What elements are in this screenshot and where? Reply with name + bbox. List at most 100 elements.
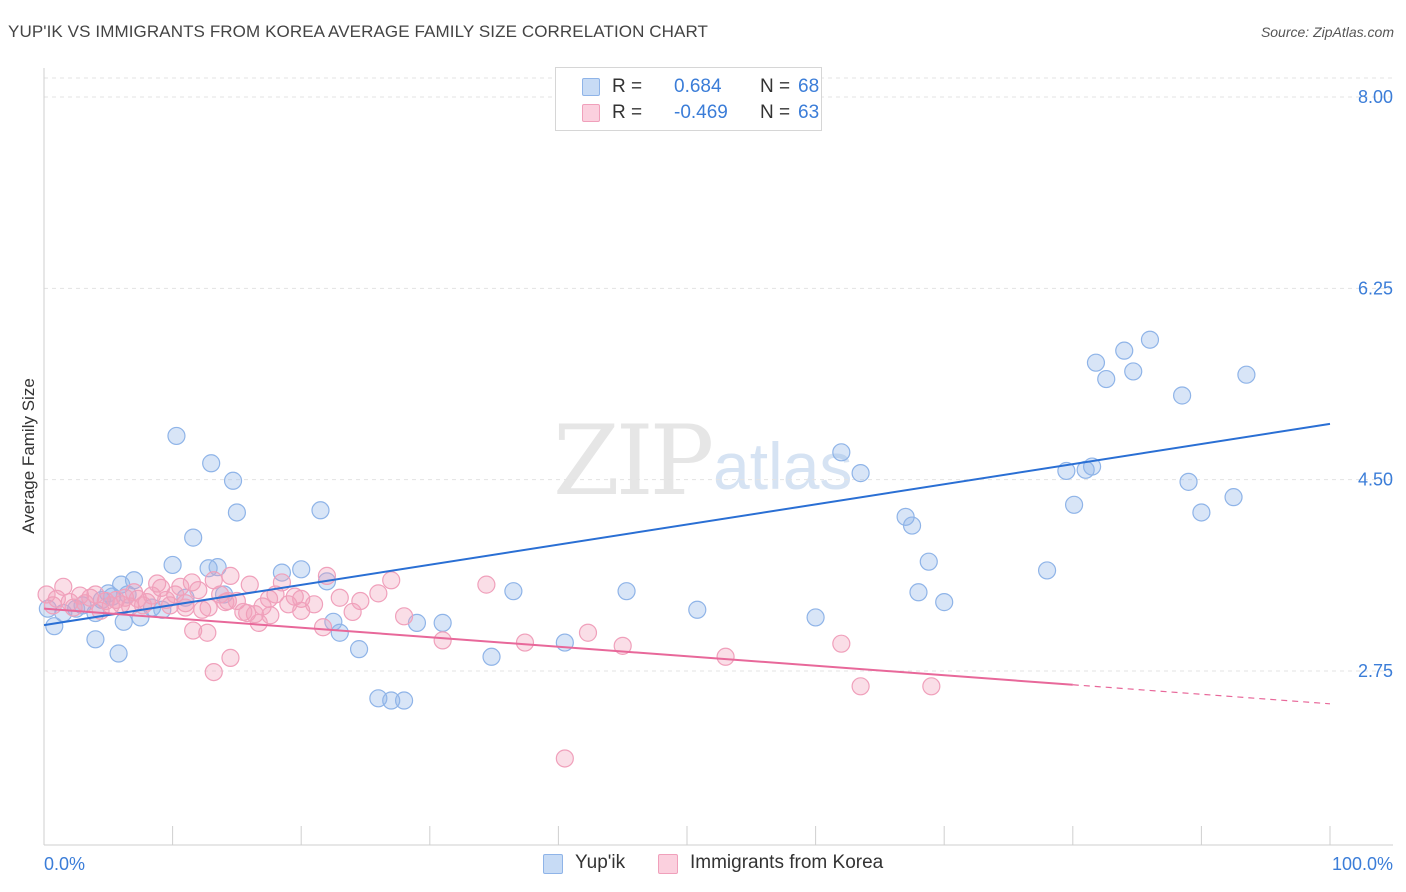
korea-point <box>292 601 311 620</box>
yupik-point <box>382 691 401 710</box>
korea-point <box>351 591 370 611</box>
yupik-point <box>1124 362 1143 381</box>
yupik-point <box>851 464 870 483</box>
y-tick-label: 4.50 <box>1358 470 1393 490</box>
korea-point <box>716 647 735 666</box>
legend-n-label: N = <box>760 102 791 123</box>
yupik-point <box>1192 503 1211 522</box>
yupik-point <box>1179 472 1198 491</box>
korea-point <box>394 607 414 626</box>
korea-point <box>189 580 208 600</box>
yupik-point <box>311 501 330 520</box>
korea-point <box>515 633 535 652</box>
korea-point <box>221 566 240 585</box>
yupik-point <box>433 613 452 632</box>
y-tick-label: 8.00 <box>1358 87 1393 107</box>
yupik-point <box>394 691 414 710</box>
yupik-point <box>1086 353 1106 372</box>
yupik-point <box>1115 341 1134 360</box>
korea-point <box>198 623 217 642</box>
y-axis-title: Average Family Size <box>19 378 38 534</box>
yupik-point <box>919 552 938 571</box>
bottom-legend-label: Yup'ik <box>575 852 626 873</box>
legend-n-value: 68 <box>798 76 820 97</box>
korea-point <box>433 631 452 650</box>
yupik-point <box>1037 561 1057 580</box>
korea-point <box>86 585 105 604</box>
legend-r-value: 0.684 <box>674 76 722 97</box>
korea-point <box>313 618 333 637</box>
yupik-point <box>167 426 186 446</box>
x-tick-label: 0.0% <box>44 854 85 874</box>
korea-point <box>922 677 941 696</box>
korea-point <box>115 588 135 607</box>
yupik-point <box>935 593 954 612</box>
legend-r-label: R = <box>612 102 643 123</box>
korea-point <box>330 588 349 607</box>
yupik-point <box>1224 488 1243 507</box>
yupik-point <box>688 600 707 619</box>
korea-point <box>240 575 259 594</box>
yupik-point <box>272 563 292 582</box>
korea-trend-line <box>43 607 1073 686</box>
korea-point <box>221 648 240 667</box>
korea-point <box>199 598 218 617</box>
yupik-point <box>482 647 501 666</box>
yupik-point <box>617 582 636 601</box>
yupik-point <box>504 582 523 601</box>
legend-n-value: 63 <box>798 102 820 123</box>
korea-point <box>54 577 73 596</box>
korea-point <box>249 613 268 632</box>
yupik-point <box>1237 365 1256 384</box>
legend-swatch-korea <box>582 104 600 122</box>
yupik-point <box>199 559 218 578</box>
source-note: Source: ZipAtlas.com <box>1260 24 1394 40</box>
watermark-zip: ZIP <box>553 405 714 517</box>
yupik-point <box>1173 386 1192 405</box>
korea-point <box>477 575 496 594</box>
legend-n-label: N = <box>760 76 791 97</box>
korea-point <box>832 634 851 653</box>
yupik-point <box>349 640 369 659</box>
korea-point <box>851 677 870 696</box>
legend-swatch-yupik <box>582 78 600 96</box>
yupik-point <box>832 443 851 462</box>
korea-point <box>382 571 401 590</box>
yupik-point <box>227 503 246 522</box>
korea-point <box>555 749 574 768</box>
chart-title: YUP'IK VS IMMIGRANTS FROM KOREA AVERAGE … <box>8 22 709 41</box>
korea-point <box>184 621 203 640</box>
korea-point <box>369 584 388 603</box>
yupik-point <box>223 471 243 490</box>
korea-point <box>238 603 257 623</box>
y-tick-label: 2.75 <box>1358 661 1393 681</box>
y-tick-label: 6.25 <box>1358 278 1393 298</box>
yupik-point <box>184 528 203 547</box>
yupik-point <box>109 644 128 663</box>
korea-point <box>37 585 56 604</box>
korea-point <box>259 589 279 608</box>
korea-point <box>204 662 223 682</box>
korea-point <box>245 605 265 624</box>
korea-point <box>613 636 632 655</box>
yupik-point <box>292 560 311 579</box>
bottom-legend-swatch-korea <box>658 854 678 874</box>
korea-point <box>578 623 598 642</box>
korea-point <box>81 588 100 607</box>
bottom-legend-swatch-yupik <box>543 854 563 874</box>
yupik-point <box>806 608 825 627</box>
yupik-point <box>86 630 105 649</box>
yupik-point <box>1140 330 1160 349</box>
yupik-point <box>330 623 349 642</box>
legend-r-label: R = <box>612 76 643 97</box>
watermark-atlas: atlas <box>713 429 853 503</box>
bottom-legend-label: Immigrants from Korea <box>690 852 884 873</box>
yupik-point <box>902 516 922 535</box>
yupik-point <box>202 454 221 473</box>
yupik-point <box>1064 495 1084 514</box>
legend-r-value: -0.469 <box>674 102 728 123</box>
yupik-point <box>909 583 928 602</box>
korea-trend-line-extension <box>1072 684 1331 705</box>
korea-point <box>171 577 190 596</box>
